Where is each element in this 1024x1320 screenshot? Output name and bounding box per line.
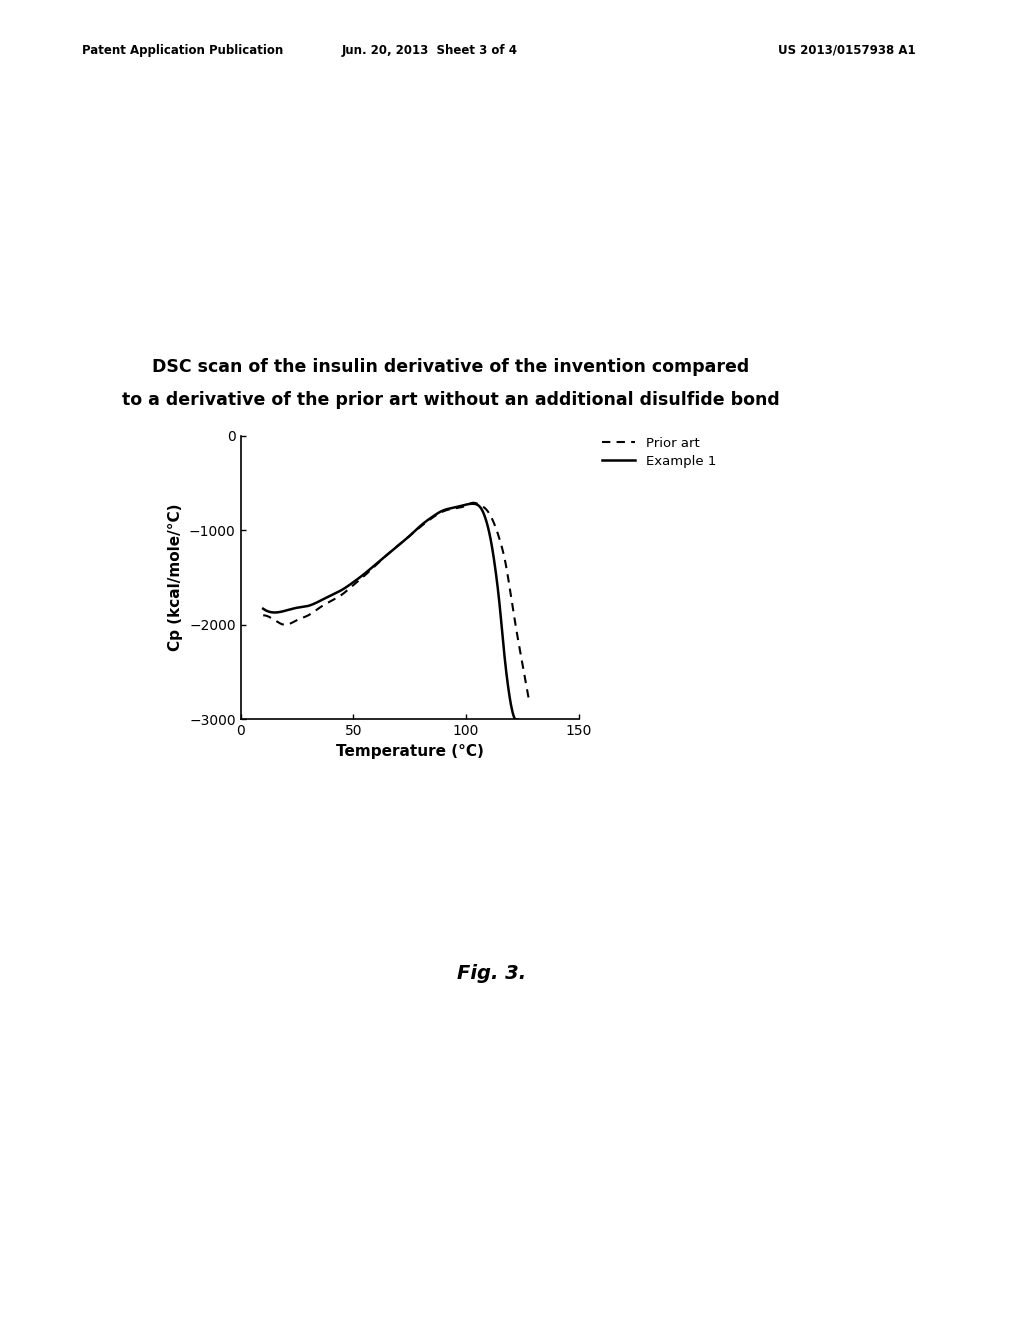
Prior art	[414, 519, 426, 535]
Text: Fig. 3.: Fig. 3.	[457, 965, 526, 983]
Text: DSC scan of the insulin derivative of the invention compared: DSC scan of the insulin derivative of th…	[152, 358, 750, 376]
Example 1	[449, 499, 461, 515]
Example 1	[408, 524, 420, 540]
X-axis label: Temperature (°C): Temperature (°C)	[336, 743, 483, 759]
Example 1	[512, 711, 524, 727]
Example 1	[372, 554, 384, 570]
Text: to a derivative of the prior art without an additional disulfide bond: to a derivative of the prior art without…	[122, 391, 779, 409]
Prior art	[304, 606, 316, 622]
Example 1	[323, 589, 335, 605]
Text: US 2013/0157938 A1: US 2013/0157938 A1	[778, 44, 915, 57]
Prior art	[457, 499, 469, 515]
Example 1	[427, 508, 439, 524]
Text: Jun. 20, 2013  Sheet 3 of 4: Jun. 20, 2013 Sheet 3 of 4	[342, 44, 518, 57]
Prior art	[326, 593, 338, 609]
Prior art	[434, 504, 446, 520]
Line: Example 1: Example 1	[263, 504, 518, 719]
Y-axis label: Cp (kcal/mole/°C): Cp (kcal/mole/°C)	[169, 504, 183, 651]
Example 1	[509, 711, 521, 727]
Prior art	[377, 550, 389, 566]
Line: Prior art: Prior art	[263, 503, 529, 701]
Legend: Prior art, Example 1: Prior art, Example 1	[602, 437, 716, 467]
Prior art	[257, 607, 269, 623]
Example 1	[257, 601, 269, 616]
Prior art	[523, 693, 536, 709]
Example 1	[467, 496, 479, 512]
Text: Patent Application Publication: Patent Application Publication	[82, 44, 284, 57]
Example 1	[302, 598, 314, 614]
Prior art	[467, 495, 479, 511]
